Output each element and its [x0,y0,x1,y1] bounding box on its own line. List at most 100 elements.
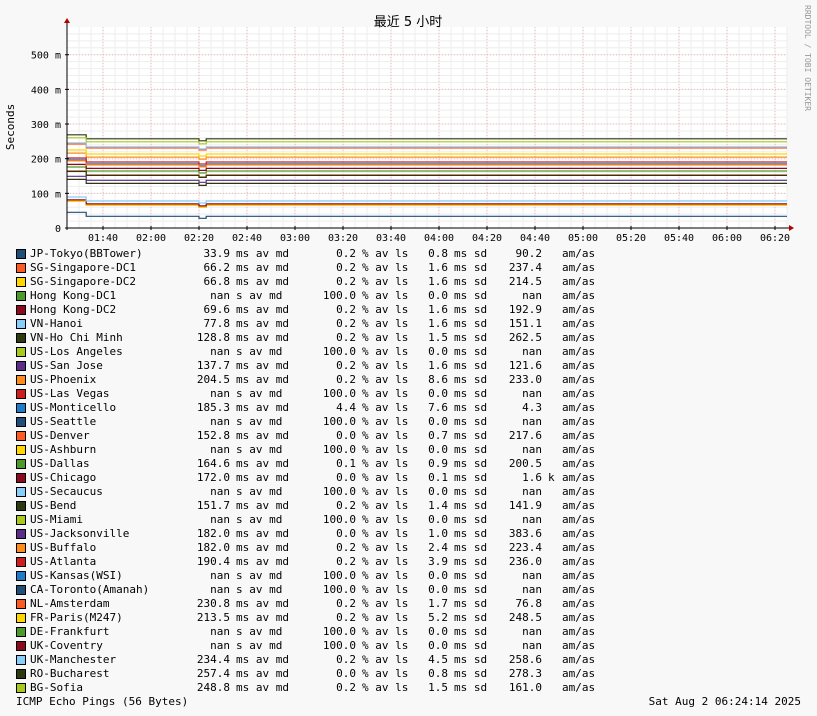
legend-median-value: 257.4 [196,667,230,680]
legend-amas-unit: am/as [562,415,596,428]
legend-median-unit: ms av md [236,275,289,288]
legend-amas-value: 90.2 [515,247,543,260]
legend-sd-value: 5.2 [428,611,448,624]
legend-row: US-Ashburn nan s av md 100.0 % av ls 0.0 ms sd… [14,443,814,457]
legend-amas-value: nan [522,485,542,498]
legend-median-value: nan [210,639,230,652]
legend-sd-unit: ms sd [454,527,488,540]
legend-host-name: Hong Kong-DC2 [30,303,117,316]
legend-host-name: VN-Hanoi [30,317,83,330]
legend-row: US-Kansas(WSI) nan s av md 100.0 % av ls 0.0 m… [14,569,814,583]
legend-amas-unit: am/as [562,485,596,498]
footer-timestamp: Sat Aug 2 06:24:14 2025 [648,695,801,708]
legend-row: US-San Jose 137.7 ms av md 0.2 % av ls 1.6 ms … [14,359,814,373]
legend-loss-value: 100.0 [322,583,356,596]
legend-amas-unit: am/as [562,499,596,512]
legend-loss-value: 0.2 [336,359,356,372]
legend-swatch [16,319,26,329]
legend-swatch [16,263,26,273]
legend-median-unit: ms av md [236,555,289,568]
x-tick-label: 04:00 [424,233,454,244]
legend-sd-unit: ms sd [454,499,488,512]
legend-median-unit: ms av md [236,331,289,344]
legend-sd-value: 0.1 [428,471,448,484]
legend-host-name: BG-Sofia [30,681,83,694]
legend-swatch [16,375,26,385]
series-line-8 [67,175,787,183]
legend-amas-value: 141.9 [508,499,542,512]
legend-sd-unit: ms sd [454,471,488,484]
legend-sd-unit: ms sd [454,331,488,344]
legend-row: US-Bend 151.7 ms av md 0.2 % av ls 1.4 ms sd 14… [14,499,814,513]
legend-amas-unit: am/as [562,289,596,302]
x-tick-label: 05:40 [664,233,694,244]
legend-loss-unit: % av ls [362,401,409,414]
legend-row: US-Phoenix 204.5 ms av md 0.2 % av ls 8.6 ms s… [14,373,814,387]
legend-row: US-Seattle nan s av md 100.0 % av ls 0.0 ms sd… [14,415,814,429]
legend-sd-unit: ms sd [454,401,488,414]
legend-sd-unit: ms sd [454,289,488,302]
legend-loss-value: 0.2 [336,331,356,344]
legend-loss-unit: % av ls [362,471,409,484]
legend-swatch [16,249,26,259]
legend-amas-unit: am/as [562,401,596,414]
legend-sd-unit: ms sd [454,485,488,498]
x-tick-label: 02:00 [136,233,166,244]
legend-row: NL-Amsterdam 230.8 ms av md 0.2 % av ls 1.7 ms… [14,597,814,611]
legend-amas-unit: am/as [562,555,596,568]
legend-sd-unit: ms sd [454,555,488,568]
legend-median-value: 213.5 [196,611,230,624]
legend-host-name: US-Buffalo [30,541,97,554]
legend-sd-unit: ms sd [454,373,488,386]
x-tick-label: 03:20 [328,233,358,244]
legend-amas-value: 223.4 [508,541,542,554]
legend-host-name: US-Denver [30,429,90,442]
legend-median-value: 182.0 [196,527,230,540]
legend-median-value: nan [210,485,230,498]
legend-sd-unit: ms sd [454,247,488,260]
legend-amas-unit: am/as [562,541,596,554]
legend-median-value: nan [210,289,230,302]
legend-row: US-Secaucus nan s av md 100.0 % av ls 0.0 ms s… [14,485,814,499]
legend-host-name: RO-Bucharest [30,667,110,680]
legend-swatch [16,515,26,525]
legend-sd-value: 0.8 [428,247,448,260]
legend-loss-unit: % av ls [362,415,409,428]
legend-host-name: US-Miami [30,513,83,526]
legend-median-value: 190.4 [196,555,230,568]
legend-median-unit: s av md [236,289,283,302]
legend-loss-value: 0.0 [336,667,356,680]
legend-amas-value: nan [522,289,542,302]
series-line-0 [67,211,787,219]
legend-row: UK-Manchester 234.4 ms av md 0.2 % av ls 4.5 m… [14,653,814,667]
legend-amas-unit: am/as [562,681,596,694]
legend-loss-unit: % av ls [362,611,409,624]
legend-host-name: US-Phoenix [30,373,97,386]
legend-host-name: CA-Toronto(Amanah) [30,583,150,596]
chart-title: 最近 5 小时 [374,15,443,30]
legend-sd-unit: ms sd [454,317,488,330]
legend-swatch [16,277,26,287]
legend-median-value: 234.4 [196,653,230,666]
legend-sd-value: 0.0 [428,625,448,638]
legend-row: FR-Paris(M247) 213.5 ms av md 0.2 % av ls 5.2… [14,611,814,625]
legend-swatch [16,501,26,511]
legend-amas-value: 151.1 [508,317,542,330]
legend-median-unit: ms av md [236,471,289,484]
legend-median-value: 152.8 [196,429,230,442]
legend-loss-unit: % av ls [362,443,409,456]
legend-amas-unit: am/as [562,443,596,456]
legend-row: RO-Bucharest 257.4 ms av md 0.0 % av ls 0.8 ms… [14,667,814,681]
legend-median-value: 185.3 [196,401,230,414]
legend-row: US-Dallas 164.6 ms av md 0.1 % av ls 0.9 ms sd… [14,457,814,471]
legend-loss-unit: % av ls [362,653,409,666]
legend-host-name: US-Dallas [30,457,90,470]
legend-loss-unit: % av ls [362,639,409,652]
legend-sd-value: 1.5 [428,331,448,344]
legend-sd-value: 0.8 [428,667,448,680]
legend-sd-value: 0.0 [428,513,448,526]
legend-sd-unit: ms sd [454,443,488,456]
legend-sd-value: 2.4 [428,541,448,554]
legend-amas-unit: am/as [562,611,596,624]
legend-amas-unit: am/as [562,359,596,372]
